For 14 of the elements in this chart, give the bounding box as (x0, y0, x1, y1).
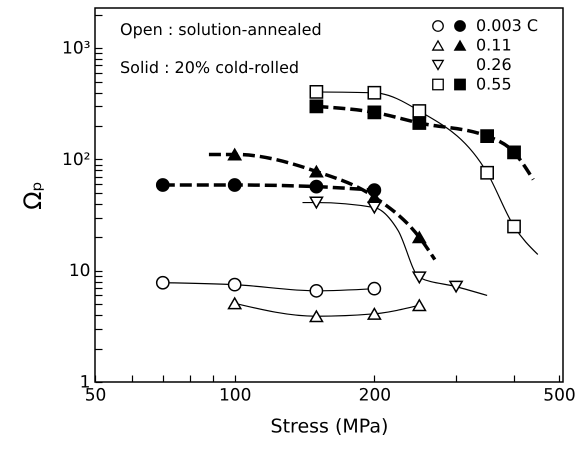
annotation: Open : solution-annealed (120, 20, 322, 39)
legend-label: 0.26 (476, 55, 512, 74)
legend-label: 0.55 (476, 74, 512, 94)
annotation: Solid : 20% cold-rolled (120, 58, 300, 77)
y-tick-label: 10² (62, 150, 90, 170)
legend-label: 0.11 (476, 36, 512, 54)
x-tick-label: 500 (543, 386, 576, 406)
legend-label: 0.003 C (476, 16, 538, 35)
y-axis-title: Ωₚ (19, 181, 48, 210)
y-tick-label: 10 (68, 261, 90, 282)
x-axis-title: Stress (MPa) (270, 416, 388, 438)
x-tick-label: 200 (358, 386, 392, 406)
x-tick-label: 100 (218, 386, 252, 406)
y-tick-label: 10³ (62, 38, 90, 59)
